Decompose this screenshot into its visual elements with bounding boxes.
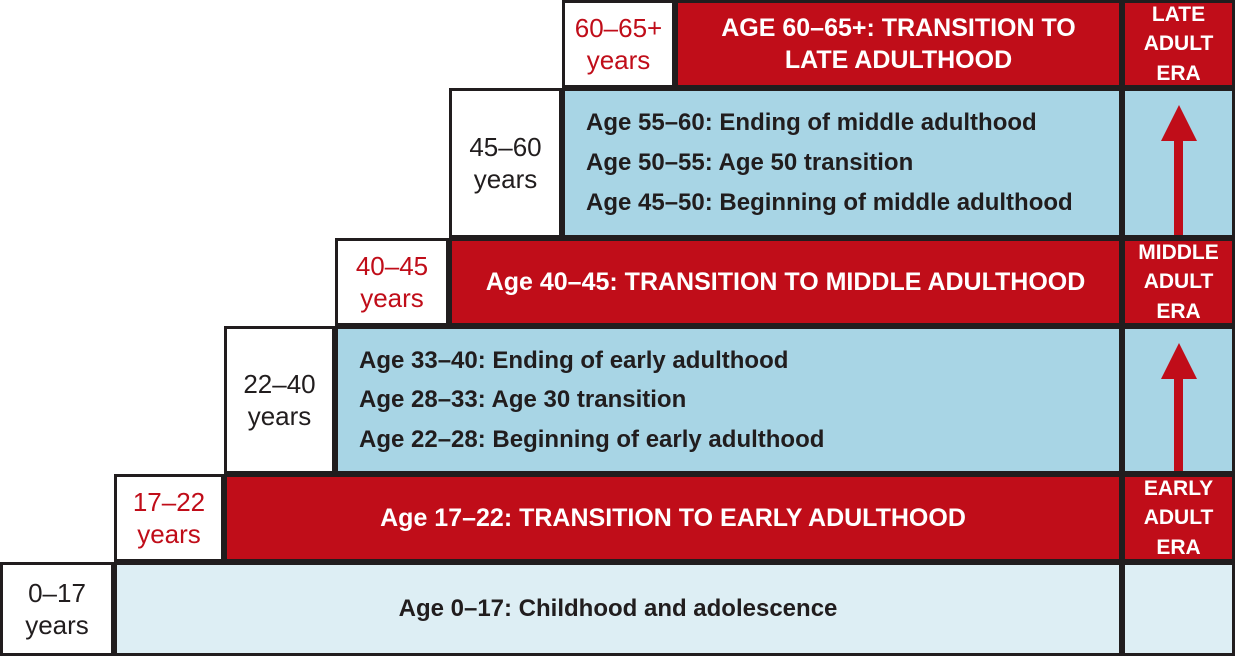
era-label-text: EARLY ADULT ERA [1143,476,1214,559]
era-cell-empty [1122,562,1235,656]
period-item: Age 0–17: Childhood and adolescence [398,595,838,622]
transition-band-text: Age 17–22: TRANSITION TO EARLY ADULTHOOD [380,503,966,532]
age-range-value: 0–17 [28,577,86,608]
era-label-text: LATE ADULT ERA [1143,2,1214,85]
age-range-box-45-60: 45–60 years [449,88,562,238]
age-range-value: 60–65+ [574,12,663,43]
period-box-childhood: Age 0–17: Childhood and adolescence [114,562,1122,656]
era-label-text: MIDDLE ADULT ERA [1138,240,1219,323]
age-range-unit: years [360,283,424,313]
period-item: Age 45–50: Beginning of middle adulthood [586,189,1073,216]
age-range-unit: years [137,519,201,549]
period-box-early-adulthood: Age 33–40: Ending of early adulthood Age… [335,326,1122,474]
age-range-box-40-45: 40–45 years [335,238,449,326]
age-range-value: 45–60 [469,131,542,162]
period-item: Age 28–33: Age 30 transition [359,386,687,413]
age-range-unit: years [473,164,538,194]
up-arrow-stem [1174,379,1183,471]
age-range-value: 40–45 [355,250,429,281]
age-range-unit: years [25,610,89,640]
age-range-value: 17–22 [132,486,206,517]
age-range-unit: years [247,401,312,431]
transition-band-middle-adulthood: Age 40–45: TRANSITION TO MIDDLE ADULTHOO… [449,238,1122,326]
transition-band-text: AGE 60–65+: TRANSITION TO LATE ADULTHOOD [721,13,1076,75]
period-item: Age 55–60: Ending of middle adulthood [586,109,1037,136]
up-arrow-icon [1160,105,1197,235]
age-range-box-0-17: 0–17 years [0,562,114,656]
age-range-value: 22–40 [243,368,316,399]
period-box-middle-adulthood: Age 55–60: Ending of middle adulthood Ag… [562,88,1122,238]
up-arrow-icon [1160,343,1197,471]
transition-band-text: Age 40–45: TRANSITION TO MIDDLE ADULTHOO… [485,267,1086,296]
transition-band-early-adulthood: Age 17–22: TRANSITION TO EARLY ADULTHOOD [224,474,1122,562]
up-arrow-stem [1174,141,1183,235]
up-arrow-head [1160,343,1197,379]
age-range-box-22-40: 22–40 years [224,326,335,474]
age-range-box-60-65: 60–65+ years [562,0,675,88]
transition-band-late-adulthood: AGE 60–65+: TRANSITION TO LATE ADULTHOOD [675,0,1122,88]
period-item: Age 22–28: Beginning of early adulthood [359,425,825,453]
age-range-unit: years [586,45,651,75]
era-label-late-adult: LATE ADULT ERA [1122,0,1235,88]
era-label-middle-adult: MIDDLE ADULT ERA [1122,238,1235,326]
up-arrow-head [1160,105,1197,141]
era-arrow-cell-middle [1122,88,1235,238]
era-label-early-adult: EARLY ADULT ERA [1122,474,1235,562]
period-item: Age 50–55: Age 50 transition [586,149,914,176]
era-arrow-cell-early [1122,326,1235,474]
period-item: Age 33–40: Ending of early adulthood [359,346,789,374]
age-range-box-17-22: 17–22 years [114,474,224,562]
